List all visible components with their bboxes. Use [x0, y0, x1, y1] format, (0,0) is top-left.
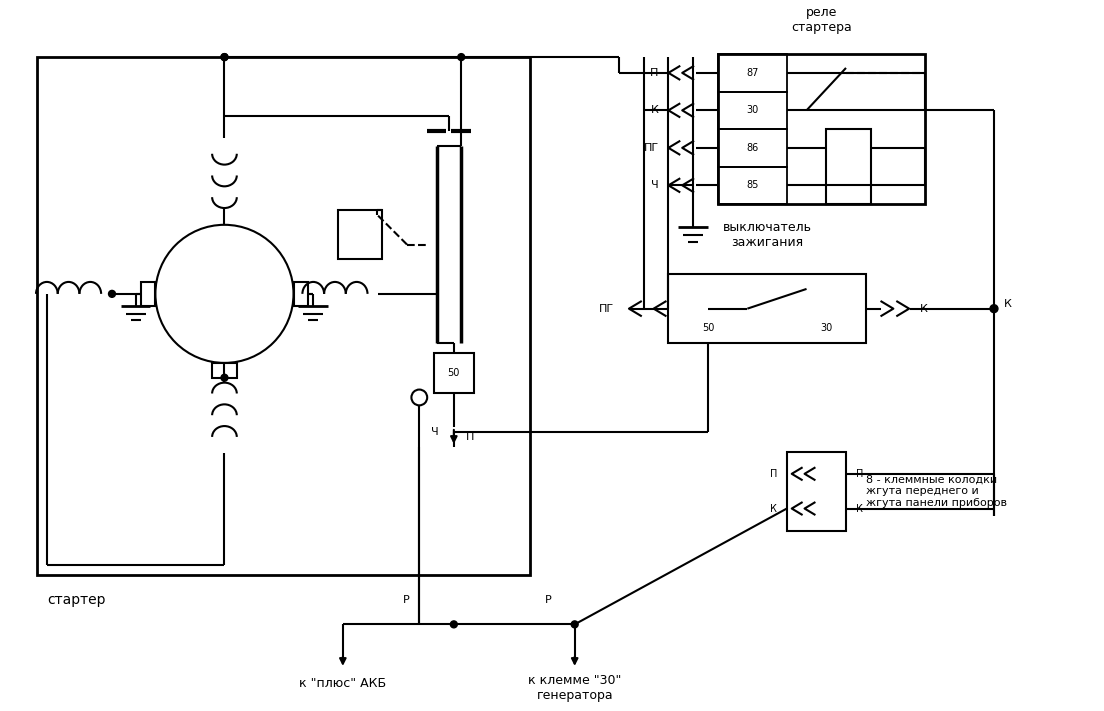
Bar	[718, 92, 787, 129]
Text: 85: 85	[746, 181, 758, 191]
Circle shape	[221, 374, 227, 381]
Bar	[38, 57, 530, 575]
Text: П: П	[856, 469, 863, 479]
Text: выключатель
зажигания: выключатель зажигания	[723, 220, 811, 249]
Bar	[826, 129, 871, 204]
Text: 86: 86	[746, 143, 758, 153]
Bar	[718, 129, 787, 166]
Text: 8 - клеммные колодки
жгута переднего и
жгута панели приборов: 8 - клеммные колодки жгута переднего и ж…	[866, 474, 1007, 508]
Text: к клемме "30"
генератора: к клемме "30" генератора	[528, 675, 622, 702]
Text: стартер: стартер	[46, 593, 105, 606]
Bar	[718, 166, 787, 204]
Bar	[294, 282, 308, 306]
Bar	[787, 451, 846, 530]
Bar	[140, 282, 156, 306]
Circle shape	[990, 305, 998, 313]
Bar	[718, 54, 787, 92]
Text: реле
стартера: реле стартера	[790, 6, 851, 33]
Text: П: П	[650, 68, 659, 78]
Bar	[338, 210, 382, 260]
Text: ПГ: ПГ	[599, 304, 614, 314]
Text: П: П	[466, 432, 474, 442]
Circle shape	[450, 621, 457, 628]
Text: К: К	[771, 503, 777, 513]
Text: 50: 50	[702, 324, 714, 333]
Circle shape	[221, 53, 227, 60]
Text: 87: 87	[746, 68, 758, 78]
Circle shape	[221, 53, 227, 60]
Bar	[718, 54, 925, 204]
Text: К: К	[920, 304, 927, 314]
Text: 50: 50	[447, 368, 460, 378]
Circle shape	[571, 621, 578, 628]
Text: Р: Р	[403, 594, 410, 604]
Text: ПГ: ПГ	[644, 143, 659, 153]
Text: Ч: Ч	[432, 427, 438, 437]
Circle shape	[108, 290, 116, 297]
Text: П: П	[769, 469, 777, 479]
Bar	[668, 274, 866, 343]
Bar	[434, 353, 474, 392]
Text: к "плюс" АКБ: к "плюс" АКБ	[299, 677, 386, 690]
Text: К: К	[650, 105, 659, 115]
Text: К: К	[1004, 299, 1011, 309]
Text: Ч: Ч	[651, 181, 659, 191]
Text: Р: Р	[545, 594, 552, 604]
Circle shape	[458, 53, 465, 60]
Text: 30: 30	[820, 324, 832, 333]
Text: К: К	[856, 503, 862, 513]
Text: 30: 30	[746, 105, 758, 115]
Bar	[212, 363, 236, 378]
